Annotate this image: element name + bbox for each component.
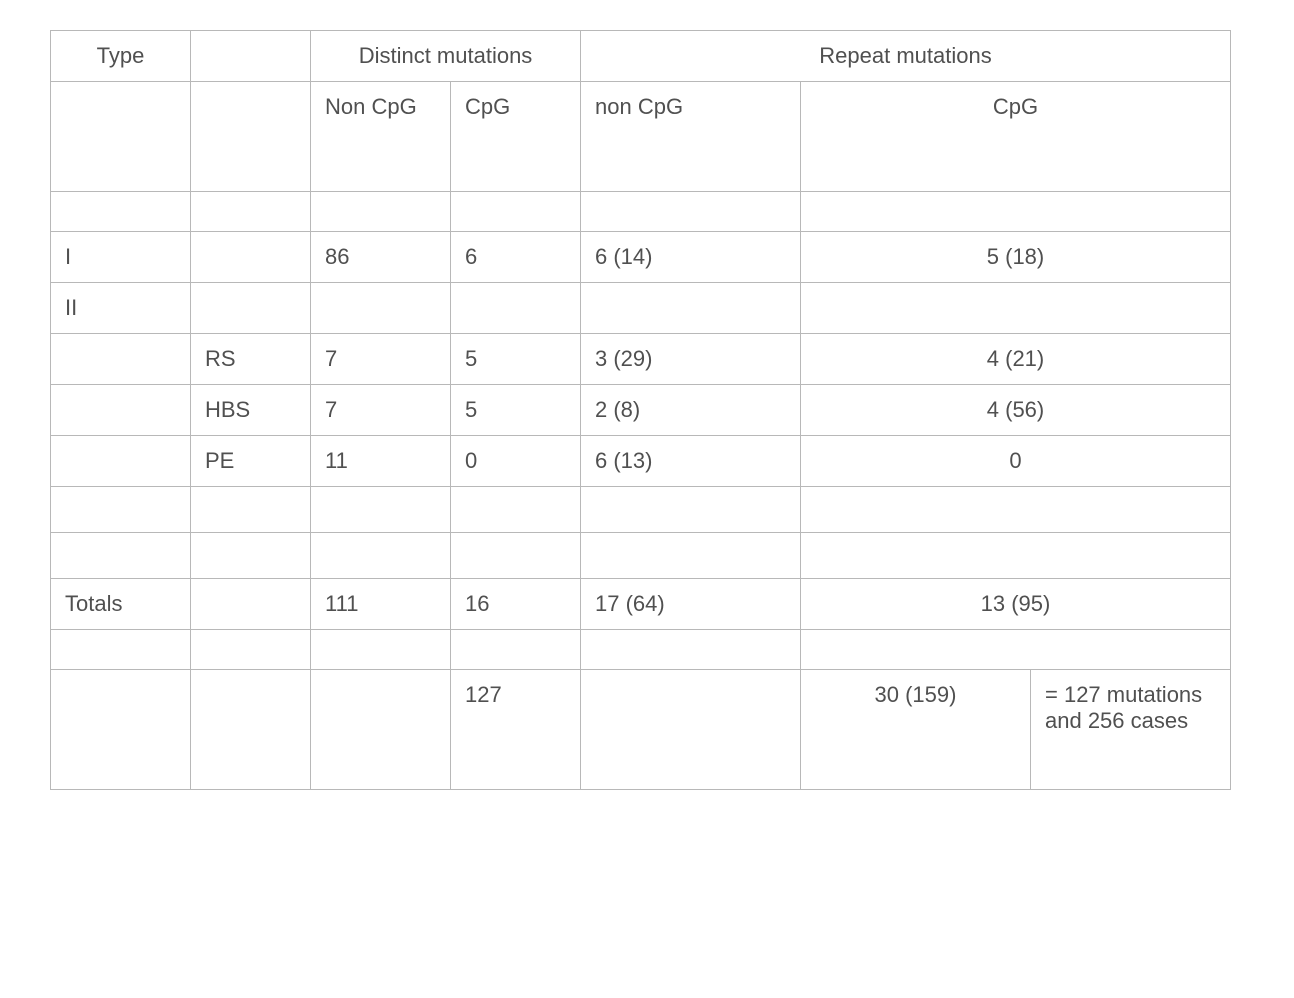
cell-II-type: II [51, 283, 191, 334]
cell-tot-rnon: 17 (64) [581, 579, 801, 630]
header-row-2: Non CpG CpG non CpG CpG [51, 82, 1231, 192]
cell-HBS-rnon: 2 (8) [581, 385, 801, 436]
cell-RS-type [51, 334, 191, 385]
cell-I-type: I [51, 232, 191, 283]
cell-sum-dcpg: 127 [451, 670, 581, 790]
cell-sum-dnon [311, 670, 451, 790]
cell-I-sub [191, 232, 311, 283]
spacer-row-1 [51, 192, 1231, 232]
header-cpg: CpG [451, 82, 581, 192]
cell-PE-type [51, 436, 191, 487]
cell-RS-sub: RS [191, 334, 311, 385]
cell-RS-rcpg: 4 (21) [801, 334, 1231, 385]
row-totals: Totals 111 16 17 (64) 13 (95) [51, 579, 1231, 630]
cell-PE-dcpg: 0 [451, 436, 581, 487]
cell-PE-rcpg: 0 [801, 436, 1231, 487]
row-HBS: HBS 7 5 2 (8) 4 (56) [51, 385, 1231, 436]
header-blank-1 [191, 31, 311, 82]
cell-I-dnon: 86 [311, 232, 451, 283]
row-type-I: I 86 6 6 (14) 5 (18) [51, 232, 1231, 283]
header-distinct: Distinct mutations [311, 31, 581, 82]
header-row-1: Type Distinct mutations Repeat mutations [51, 31, 1231, 82]
header-type: Type [51, 31, 191, 82]
row-PE: PE 11 0 6 (13) 0 [51, 436, 1231, 487]
cell-tot-type: Totals [51, 579, 191, 630]
cell-II-dcpg [451, 283, 581, 334]
cell-sum-sub [191, 670, 311, 790]
header-cpg-2: CpG [801, 82, 1231, 192]
cell-PE-dnon: 11 [311, 436, 451, 487]
row-RS: RS 7 5 3 (29) 4 (21) [51, 334, 1231, 385]
row-summary: 127 30 (159) = 127 mutations and 256 cas… [51, 670, 1231, 790]
cell-I-rnon: 6 (14) [581, 232, 801, 283]
cell-tot-rcpg: 13 (95) [801, 579, 1231, 630]
cell-II-rnon [581, 283, 801, 334]
header-repeat: Repeat mutations [581, 31, 1231, 82]
cell-PE-rnon: 6 (13) [581, 436, 801, 487]
cell-sum-note: = 127 mutations and 256 cases [1031, 670, 1231, 790]
spacer-row-4 [51, 630, 1231, 670]
cell-RS-rnon: 3 (29) [581, 334, 801, 385]
cell-HBS-dcpg: 5 [451, 385, 581, 436]
cell-sum-rnon [581, 670, 801, 790]
cell-HBS-sub: HBS [191, 385, 311, 436]
spacer-row-2 [51, 487, 1231, 533]
header-non-cpg-lower: non CpG [581, 82, 801, 192]
cell-HBS-type [51, 385, 191, 436]
header2-empty-type [51, 82, 191, 192]
cell-I-dcpg: 6 [451, 232, 581, 283]
cell-tot-dcpg: 16 [451, 579, 581, 630]
cell-sum-rcent: 30 (159) [801, 670, 1031, 790]
mutations-table: Type Distinct mutations Repeat mutations… [50, 30, 1231, 790]
cell-I-rcpg: 5 (18) [801, 232, 1231, 283]
row-type-II: II [51, 283, 1231, 334]
cell-HBS-rcpg: 4 (56) [801, 385, 1231, 436]
cell-tot-sub [191, 579, 311, 630]
cell-II-dnon [311, 283, 451, 334]
cell-II-rcpg [801, 283, 1231, 334]
cell-PE-sub: PE [191, 436, 311, 487]
cell-RS-dcpg: 5 [451, 334, 581, 385]
cell-tot-dnon: 111 [311, 579, 451, 630]
cell-II-sub [191, 283, 311, 334]
cell-HBS-dnon: 7 [311, 385, 451, 436]
cell-RS-dnon: 7 [311, 334, 451, 385]
spacer-row-3 [51, 533, 1231, 579]
header-non-cpg: Non CpG [311, 82, 451, 192]
cell-sum-type [51, 670, 191, 790]
header2-empty-sub [191, 82, 311, 192]
